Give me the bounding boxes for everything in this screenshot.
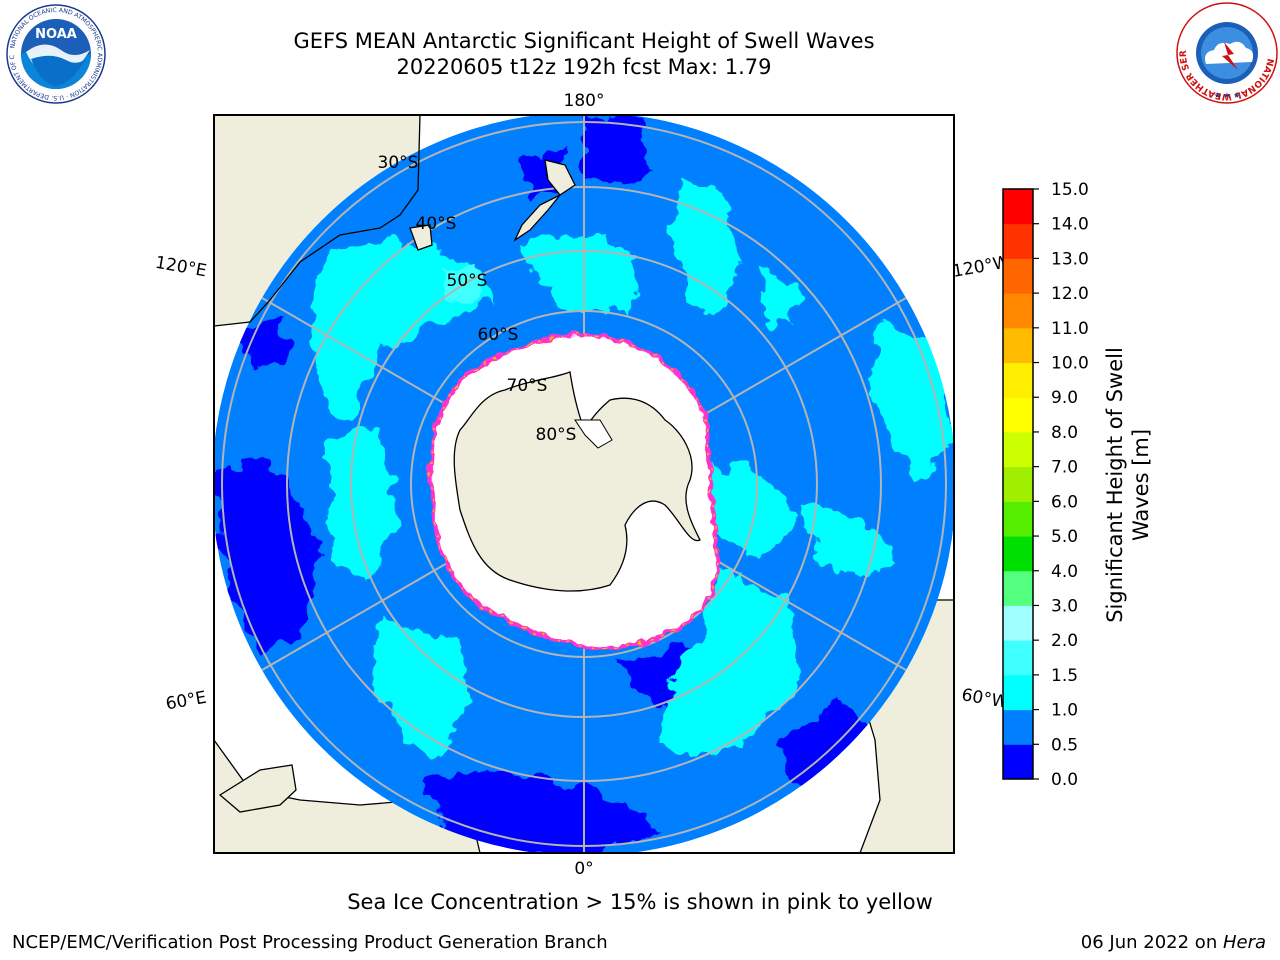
colorbar-swatch bbox=[1003, 605, 1033, 641]
colorbar-frame bbox=[1002, 188, 1034, 780]
swell-height-field bbox=[214, 115, 954, 853]
new-zealand-land bbox=[513, 159, 576, 242]
colorbar-tick-label: 3.0 bbox=[1051, 596, 1078, 616]
colorbar-tick-label: 13.0 bbox=[1051, 249, 1089, 269]
colorbar-tick-label: 7.0 bbox=[1051, 458, 1078, 478]
colorbar-swatch bbox=[1003, 570, 1033, 606]
chart-title: GEFS MEAN Antarctic Significant Height o… bbox=[293, 29, 875, 53]
colorbar-swatch bbox=[1003, 640, 1033, 676]
lat-label-40s: 40°S bbox=[416, 214, 457, 234]
colorbar-tick-label: 1.5 bbox=[1051, 666, 1078, 686]
footer-date: 06 Jun 2022 on Hera bbox=[1081, 932, 1266, 953]
footer-host: Hera bbox=[1222, 932, 1266, 953]
lon-label-180: 180° bbox=[564, 91, 605, 111]
lat-label-30s: 30°S bbox=[378, 153, 419, 173]
colorbar-tick-label: 14.0 bbox=[1051, 215, 1089, 235]
colorbar-swatch bbox=[1003, 327, 1033, 364]
lat-label-50s: 50°S bbox=[447, 271, 488, 291]
colorbar-swatch bbox=[1003, 397, 1033, 433]
colorbar-tick-label: 4.0 bbox=[1051, 562, 1078, 582]
colorbar-swatch bbox=[1003, 189, 1033, 225]
colorbar-tick-label: 1.0 bbox=[1051, 701, 1078, 721]
chart-subtitle: 20220605 t12z 192h fcst Max: 1.79 bbox=[396, 55, 772, 79]
colorbar-tick-label: 6.0 bbox=[1051, 492, 1078, 512]
madagascar-land bbox=[218, 764, 297, 813]
colorbar-tick-label: 15.0 bbox=[1051, 180, 1089, 200]
map-frame bbox=[213, 114, 955, 854]
nws-logo: NATIONAL WEATHER SERVICE ★ ★ ★ bbox=[1176, 2, 1278, 104]
lon-label-60e: 60°E bbox=[164, 688, 208, 715]
colorbar-tick-label: 12.0 bbox=[1051, 284, 1089, 304]
noaa-logo: NATIONAL OCEANIC AND ATMOSPHERIC ADMINIS… bbox=[6, 4, 106, 104]
colorbar-tick-label: 11.0 bbox=[1051, 319, 1089, 339]
colorbar-tick-label: 0.5 bbox=[1051, 735, 1078, 755]
lat-label-60s: 60°S bbox=[478, 325, 519, 345]
lat-label-70s: 70°S bbox=[507, 376, 548, 396]
svg-text:★ ★ ★: ★ ★ ★ bbox=[1214, 91, 1241, 100]
colorbar-swatch bbox=[1003, 709, 1033, 745]
colorbar-swatch bbox=[1003, 536, 1033, 572]
colorbar-swatch bbox=[1003, 362, 1033, 398]
lat-label-80s: 80°S bbox=[536, 425, 577, 445]
colorbar-swatch bbox=[1003, 293, 1033, 329]
colorbar-label-line1: Significant Height of Swell bbox=[1103, 347, 1127, 623]
colorbar-tick-label: 5.0 bbox=[1051, 527, 1078, 547]
lon-label-120e: 120°E bbox=[154, 253, 208, 282]
colorbar-tick-label: 0.0 bbox=[1051, 770, 1078, 790]
colorbar-label-line2: Waves [m] bbox=[1129, 429, 1153, 541]
colorbar-tick-label: 2.0 bbox=[1051, 631, 1078, 651]
colorbar: 0.0 0.5 1.0 1.5 2.0 3.0 4.0 5.0 6.0 7.0 8.0 9.0 10.0… bbox=[1002, 180, 1089, 790]
colorbar-tick-label: 10.0 bbox=[1051, 354, 1089, 374]
colorbar-swatch bbox=[1003, 431, 1033, 468]
colorbar-swatch bbox=[1003, 466, 1033, 502]
lon-label-0: 0° bbox=[574, 859, 593, 879]
sea-ice-caption: Sea Ice Concentration > 15% is shown in … bbox=[347, 890, 933, 914]
footer-date-text: 06 Jun 2022 on bbox=[1080, 932, 1223, 953]
colorbar-tick-label: 8.0 bbox=[1051, 423, 1078, 443]
svg-text:NOAA: NOAA bbox=[35, 27, 77, 42]
colorbar-swatch bbox=[1003, 744, 1033, 780]
colorbar-tick-label: 9.0 bbox=[1051, 388, 1078, 408]
footer-credit: NCEP/EMC/Verification Post Processing Pr… bbox=[12, 932, 608, 953]
colorbar-swatch bbox=[1003, 674, 1033, 711]
colorbar-swatch bbox=[1003, 501, 1033, 537]
colorbar-swatch bbox=[1003, 258, 1033, 294]
antarctica-land bbox=[453, 371, 701, 592]
colorbar-swatch bbox=[1003, 223, 1033, 259]
